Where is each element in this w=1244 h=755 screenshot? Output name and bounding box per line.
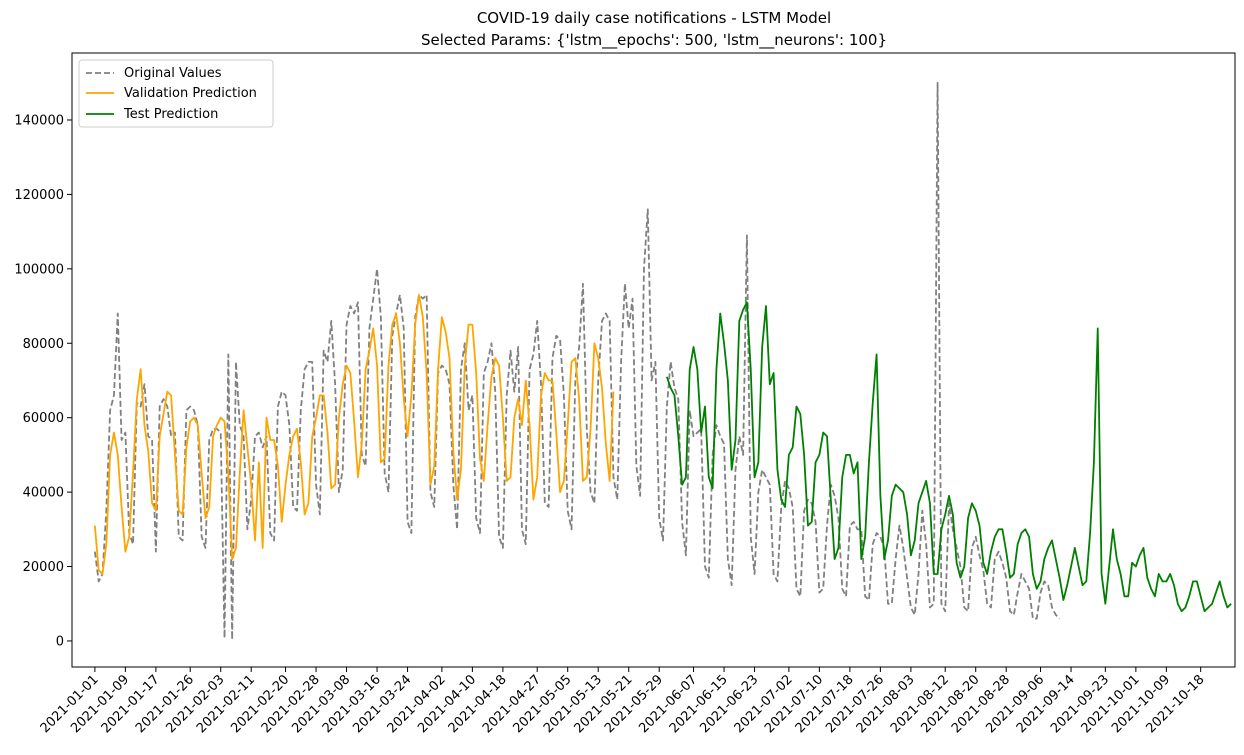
legend-label-original-values: Original Values [124,66,222,81]
series-line-test-prediction [665,301,1232,613]
y-tick-label: 60000 [23,411,64,426]
chart-title: COVID-19 daily case notifications - LSTM… [477,9,831,27]
y-tick-label: 140000 [14,113,64,128]
legend: Original Values Validation Prediction Te… [78,59,274,128]
y-tick-label: 100000 [14,262,64,277]
x-axis: 2021-01-012021-01-092021-01-172021-01-26… [38,667,1208,736]
legend-box [78,59,274,128]
y-tick-label: 80000 [23,337,64,352]
y-tick-label: 40000 [23,486,64,501]
plot-lines [93,81,1232,641]
y-tick-label: 0 [56,634,64,649]
series-line-original-values [93,81,1061,641]
legend-label-test-prediction: Test Prediction [123,107,218,122]
y-axis: 0 20000 40000 60000 80000 100000 120000 140000 [14,113,72,649]
legend-label-validation-prediction: Validation Prediction [124,86,257,101]
y-tick-label: 20000 [23,560,64,575]
y-tick-label: 120000 [14,188,64,203]
plot-frame [71,52,1236,668]
chart-subtitle: Selected Params: {'lstm__epochs': 500, '… [421,31,887,50]
series-line-validation-prediction [93,293,615,575]
